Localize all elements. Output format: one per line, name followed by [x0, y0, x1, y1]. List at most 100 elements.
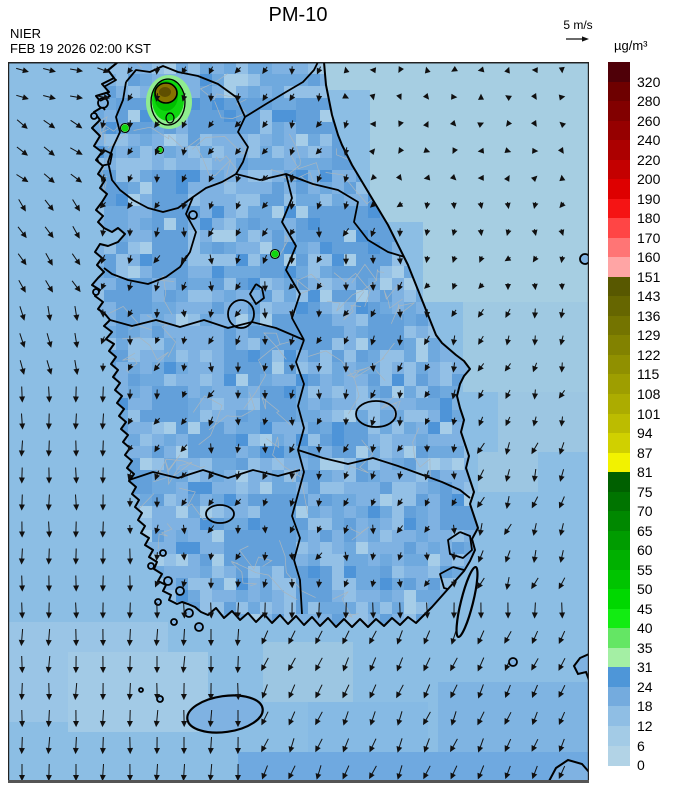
colorbar-label: 87 [637, 444, 653, 461]
colorbar-cell [608, 726, 630, 747]
sea-patch [498, 392, 589, 452]
colorbar-label: 45 [637, 600, 653, 617]
colorbar-label: 70 [637, 503, 653, 520]
jeju-island [186, 694, 264, 734]
colorbar-label: 101 [637, 405, 661, 422]
colorbar-label: 320 [637, 73, 661, 90]
colorbar-cell [608, 608, 630, 629]
colorbar-cell [608, 101, 630, 122]
island [175, 586, 185, 596]
colorbar-label: 160 [637, 249, 661, 266]
colorbar-cell [608, 413, 630, 434]
sea-patch [238, 752, 589, 783]
colorbar-cell [608, 315, 630, 336]
colorbar-label: 122 [637, 346, 661, 363]
colorbar-cell [608, 530, 630, 551]
datetime-label: FEB 19 2026 02:00 KST [10, 41, 151, 56]
colorbar-cell [608, 120, 630, 141]
colorbar-label: 0 [637, 757, 645, 774]
colorbar-cell [608, 179, 630, 200]
map-svg [8, 61, 591, 784]
colorbar-cell [608, 511, 630, 532]
colorbar-label: 94 [637, 425, 653, 442]
colorbar-label: 6 [637, 737, 645, 754]
colorbar-label: 240 [637, 132, 661, 149]
colorbar-cell [608, 81, 630, 102]
colorbar-cell [608, 159, 630, 180]
colorbar-cell [608, 433, 630, 454]
colorbar: 320 280 260 240 220 200 190 180 170 160 151 143 136 1… [608, 62, 672, 774]
sea-patch [370, 62, 589, 222]
agency-label: NIER [10, 26, 42, 41]
map-bottom-border [8, 780, 589, 783]
island [159, 549, 167, 557]
colorbar-label: 18 [637, 698, 653, 715]
sea-patch [68, 652, 208, 732]
colorbar-cell [608, 686, 630, 707]
colorbar-cell [608, 198, 630, 219]
colorbar-label: 260 [637, 112, 661, 129]
colorbar-cell [608, 335, 630, 356]
island [579, 253, 591, 265]
colorbar-cell [608, 589, 630, 610]
colorbar-label: 129 [637, 327, 661, 344]
colorbar-cell [608, 354, 630, 375]
colorbar-label: 60 [637, 542, 653, 559]
colorbar-cell [608, 569, 630, 590]
colorbar-label: 190 [637, 190, 661, 207]
pm-hotspot [119, 75, 281, 260]
colorbar-cell [608, 667, 630, 688]
island [92, 288, 100, 296]
colorbar-label: 170 [637, 229, 661, 246]
colorbar-cell [608, 550, 630, 571]
colorbar-cell [608, 140, 630, 161]
colorbar-cell [608, 745, 630, 766]
island [194, 622, 204, 632]
colorbar-label: 108 [637, 386, 661, 402]
colorbar-label: 31 [637, 659, 653, 676]
island [170, 618, 178, 626]
colorbar-cell [608, 452, 630, 473]
island [138, 687, 144, 693]
tsushima-island [455, 565, 479, 639]
colorbar-label: 136 [637, 307, 661, 324]
colorbar-cell [608, 472, 630, 493]
colorbar-cell [608, 237, 630, 258]
island [90, 112, 98, 120]
concentration-map [8, 61, 591, 784]
wind-reference-arrow-icon [566, 36, 589, 42]
colorbar-cell [608, 706, 630, 727]
colorbar-label: 75 [637, 483, 653, 500]
colorbar-label: 143 [637, 288, 661, 305]
island [163, 576, 173, 586]
sea-patch [438, 682, 589, 752]
colorbar-label: 180 [637, 210, 661, 227]
colorbar-label: 200 [637, 171, 661, 188]
coastline [91, 61, 479, 628]
colorbar-label: 24 [637, 678, 653, 695]
colorbar-cell [608, 62, 630, 83]
colorbar-label: 65 [637, 522, 653, 539]
colorbar-cell [608, 394, 630, 415]
sea-patch [263, 642, 353, 702]
sea-patch [423, 222, 589, 302]
sea-patch [308, 702, 428, 752]
wind-vectors [16, 65, 567, 782]
page-title: PM-10 [268, 4, 328, 26]
colorbar-label: 280 [637, 93, 661, 110]
sea-patch [478, 452, 538, 492]
units-label: µg/m³ [614, 38, 648, 53]
colorbar-label: 115 [637, 366, 660, 383]
colorbar-cell [608, 647, 630, 668]
colorbar-label: 220 [637, 151, 661, 168]
colorbar-label: 50 [637, 581, 653, 598]
colorbar-cell [608, 296, 630, 317]
colorbar-label: 40 [637, 620, 653, 637]
island [188, 210, 198, 220]
colorbar-label: 151 [637, 268, 661, 285]
colorbar-cell [608, 276, 630, 297]
colorbar-label: 12 [637, 718, 653, 735]
colorbar-label: 35 [637, 639, 653, 656]
colorbar-label: 81 [637, 464, 653, 481]
